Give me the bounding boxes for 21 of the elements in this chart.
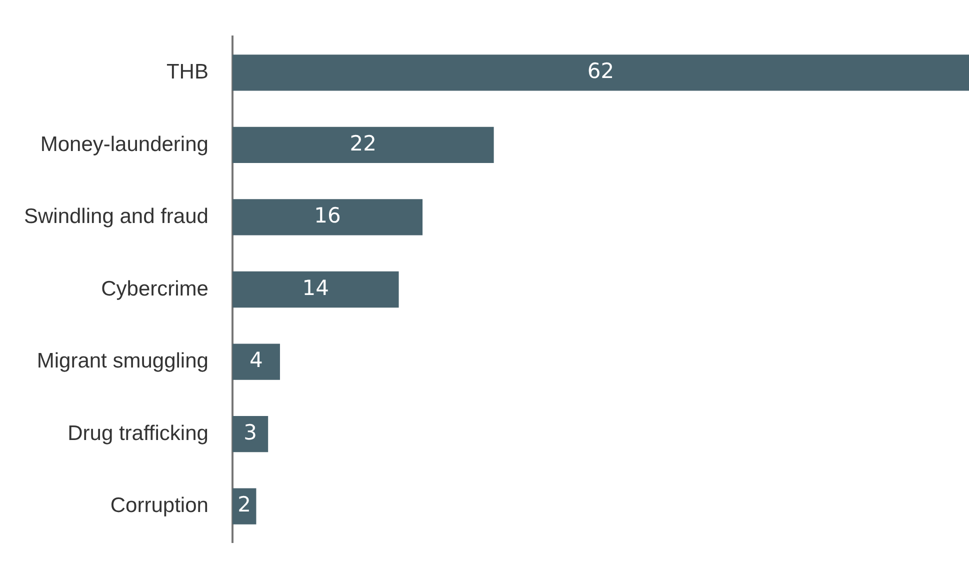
y-tick-label: Swindling and fraud bbox=[24, 205, 208, 228]
y-tick-label: Corruption bbox=[110, 494, 208, 518]
data-label: 3 bbox=[244, 420, 257, 444]
data-label: 22 bbox=[350, 131, 376, 156]
y-tick-label: THB bbox=[166, 60, 208, 84]
data-label: 14 bbox=[302, 276, 329, 300]
y-tick-label: Migrant smuggling bbox=[36, 350, 208, 373]
data-label: 62 bbox=[587, 59, 614, 84]
bar bbox=[232, 126, 494, 164]
bar bbox=[232, 416, 268, 452]
y-tick-label: Drug trafficking bbox=[68, 422, 208, 445]
data-label: 16 bbox=[314, 204, 341, 228]
bar bbox=[232, 344, 280, 380]
bar bbox=[232, 199, 423, 236]
bar bbox=[232, 488, 256, 524]
bar bbox=[232, 54, 969, 91]
y-tick-label: Money-laundering bbox=[40, 132, 208, 156]
data-label: 2 bbox=[238, 492, 252, 517]
bar bbox=[232, 271, 399, 308]
data-label: 4 bbox=[250, 348, 263, 372]
y-tick-label: Cybercrime bbox=[101, 277, 208, 300]
